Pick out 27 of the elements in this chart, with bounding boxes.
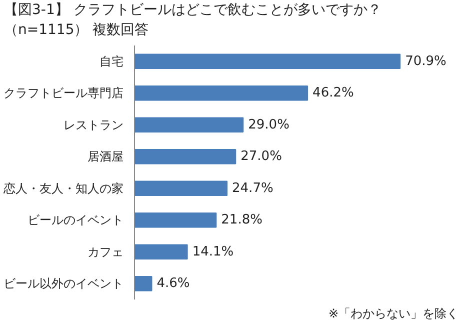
y-tick-label: 恋人・友人・知人の家 — [2, 181, 124, 196]
y-tick-label: ビールのイベント — [28, 213, 124, 228]
bar — [134, 244, 188, 260]
data-label: 29.0% — [248, 117, 290, 132]
bar — [134, 180, 228, 196]
chart-title: 【図3-1】 クラフトビールはどこで飲むことが多いですか？ — [4, 1, 382, 20]
data-label: 21.8% — [221, 212, 262, 228]
bar — [134, 212, 217, 228]
bar — [134, 276, 152, 292]
y-tick-label: ビール以外のイベント — [4, 276, 124, 291]
data-label: 70.9% — [405, 54, 446, 69]
y-tick-label: カフェ — [88, 244, 124, 259]
y-tick-label: 自宅 — [100, 54, 124, 68]
text: ※「わからない」を除く — [328, 306, 459, 320]
data-label: 46.2% — [312, 86, 354, 101]
bar — [134, 117, 244, 133]
data-label: 27.0% — [240, 149, 282, 164]
data-label: 4.6% — [156, 276, 190, 292]
bar — [134, 85, 308, 101]
y-tick-label: レストラン — [64, 118, 124, 132]
y-tick-label: 居酒屋 — [88, 150, 124, 164]
y-tick-label: クラフトビール専門店 — [4, 86, 124, 100]
data-label: 14.1% — [192, 244, 234, 260]
data-label: 24.7% — [232, 180, 274, 196]
chart-subtitle: （n=1115） 複数回答 — [4, 21, 149, 40]
bar — [134, 148, 236, 164]
bar — [134, 54, 401, 70]
